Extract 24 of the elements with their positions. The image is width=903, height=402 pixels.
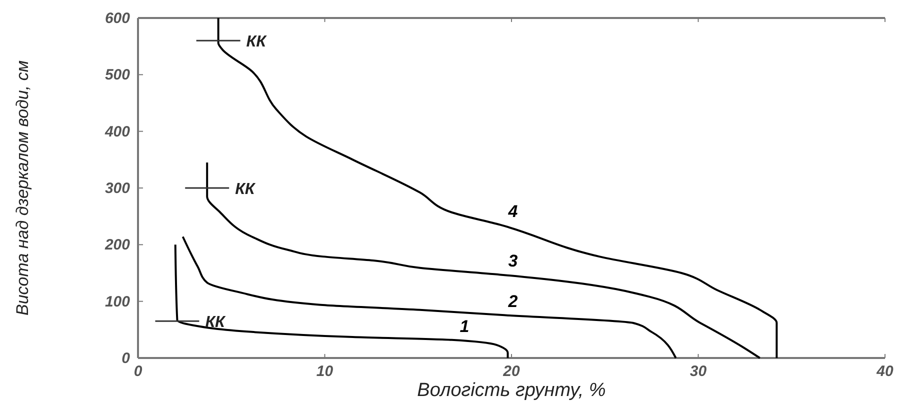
y-tick-label: 600 xyxy=(104,10,131,27)
x-tick-label: 30 xyxy=(690,363,708,380)
y-tick-label: 300 xyxy=(104,180,131,197)
series-label: 3 xyxy=(508,252,518,271)
y-tick-label: 100 xyxy=(104,293,131,310)
series-label: 4 xyxy=(507,202,518,221)
y-tick-label: 400 xyxy=(104,123,131,140)
line-series xyxy=(174,244,509,359)
series-label: 2 xyxy=(507,292,518,311)
line-series xyxy=(182,236,677,359)
annotation: КК xyxy=(246,34,268,51)
x-tick-label: 40 xyxy=(876,363,894,380)
annotation: КК xyxy=(235,181,256,198)
x-tick-label: 20 xyxy=(502,363,520,380)
series-label: 1 xyxy=(460,316,470,336)
annotation: КК xyxy=(205,314,226,332)
y-tick-label: 500 xyxy=(104,66,131,84)
x-axis-title: Вологість грунту, % xyxy=(417,380,606,401)
line-series xyxy=(206,162,761,359)
y-axis-title: Висота над дзеркалом води, см xyxy=(13,60,32,316)
x-tick-label: 0 xyxy=(134,363,143,380)
y-tick-label: 0 xyxy=(122,350,131,367)
x-tick-label: 10 xyxy=(316,363,334,380)
y-tick-label: 200 xyxy=(104,236,131,254)
